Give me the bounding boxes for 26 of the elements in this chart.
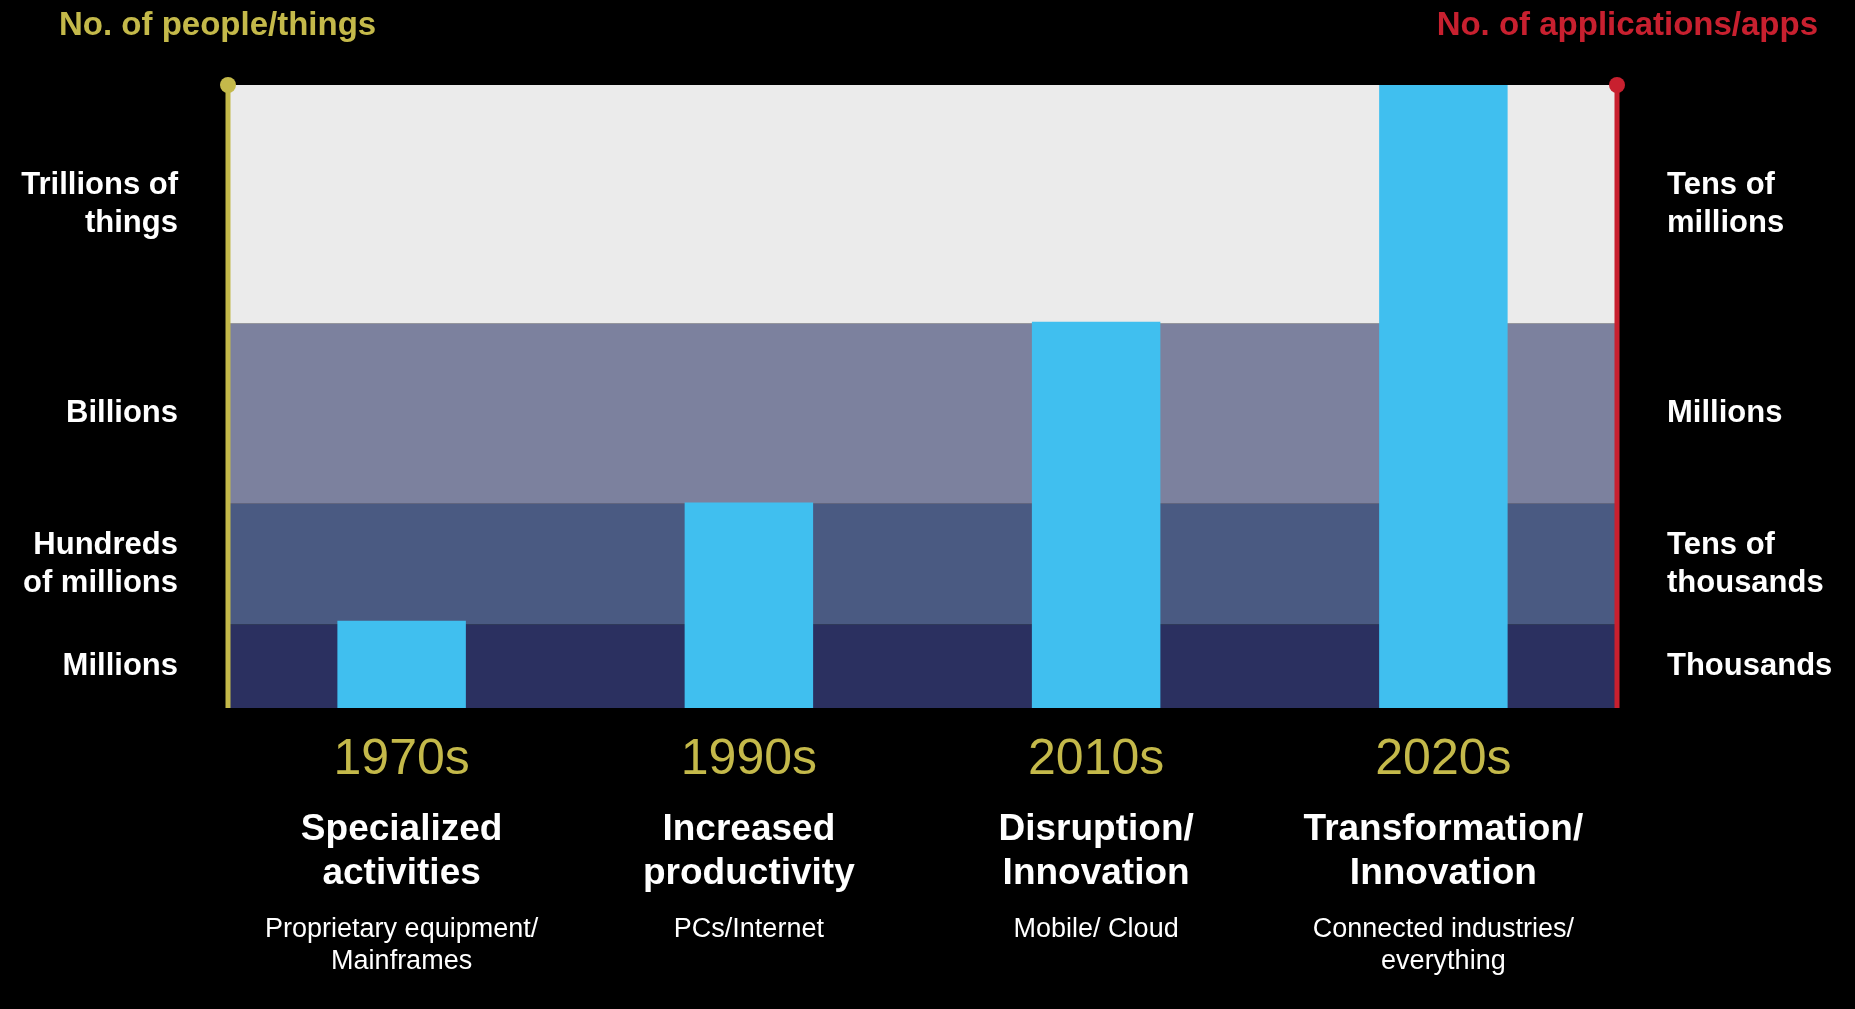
band-label: Hundreds of millions [23, 525, 178, 599]
text: Transformation/ Innovation [1303, 807, 1584, 893]
text: Specialized activities [300, 807, 503, 893]
band-label: Billions [66, 394, 178, 430]
band-label: Millions [62, 646, 178, 682]
text: Increased productivity [643, 807, 856, 893]
text: Proprietary equipment/ Mainframes [265, 913, 539, 976]
x-tick-label: 1970s [333, 728, 470, 785]
text: Mobile/ Cloud [1013, 913, 1179, 944]
y-axis-title: No. of people/things [59, 5, 377, 43]
band-label: Trillions of things [21, 165, 179, 239]
text: Connected industries/ everything [1312, 913, 1575, 976]
bar [684, 502, 814, 708]
text: Tens of millions [1667, 165, 1785, 239]
text: PCs/Internet [673, 913, 825, 944]
x-tick-label: 1990s [680, 728, 817, 785]
bar [1379, 85, 1508, 708]
x-tick-label: 2020s [1375, 728, 1512, 785]
text: Disruption/ Innovation [998, 807, 1194, 893]
bar [337, 620, 466, 708]
text: Tens of thousands [1667, 525, 1824, 599]
bar [1031, 321, 1161, 708]
text: Thousands [1667, 646, 1833, 682]
text: Millions [1667, 394, 1783, 430]
y2-axis-title: No. of applications/apps [1436, 5, 1818, 43]
x-tick-label: 2010s [1028, 728, 1165, 785]
